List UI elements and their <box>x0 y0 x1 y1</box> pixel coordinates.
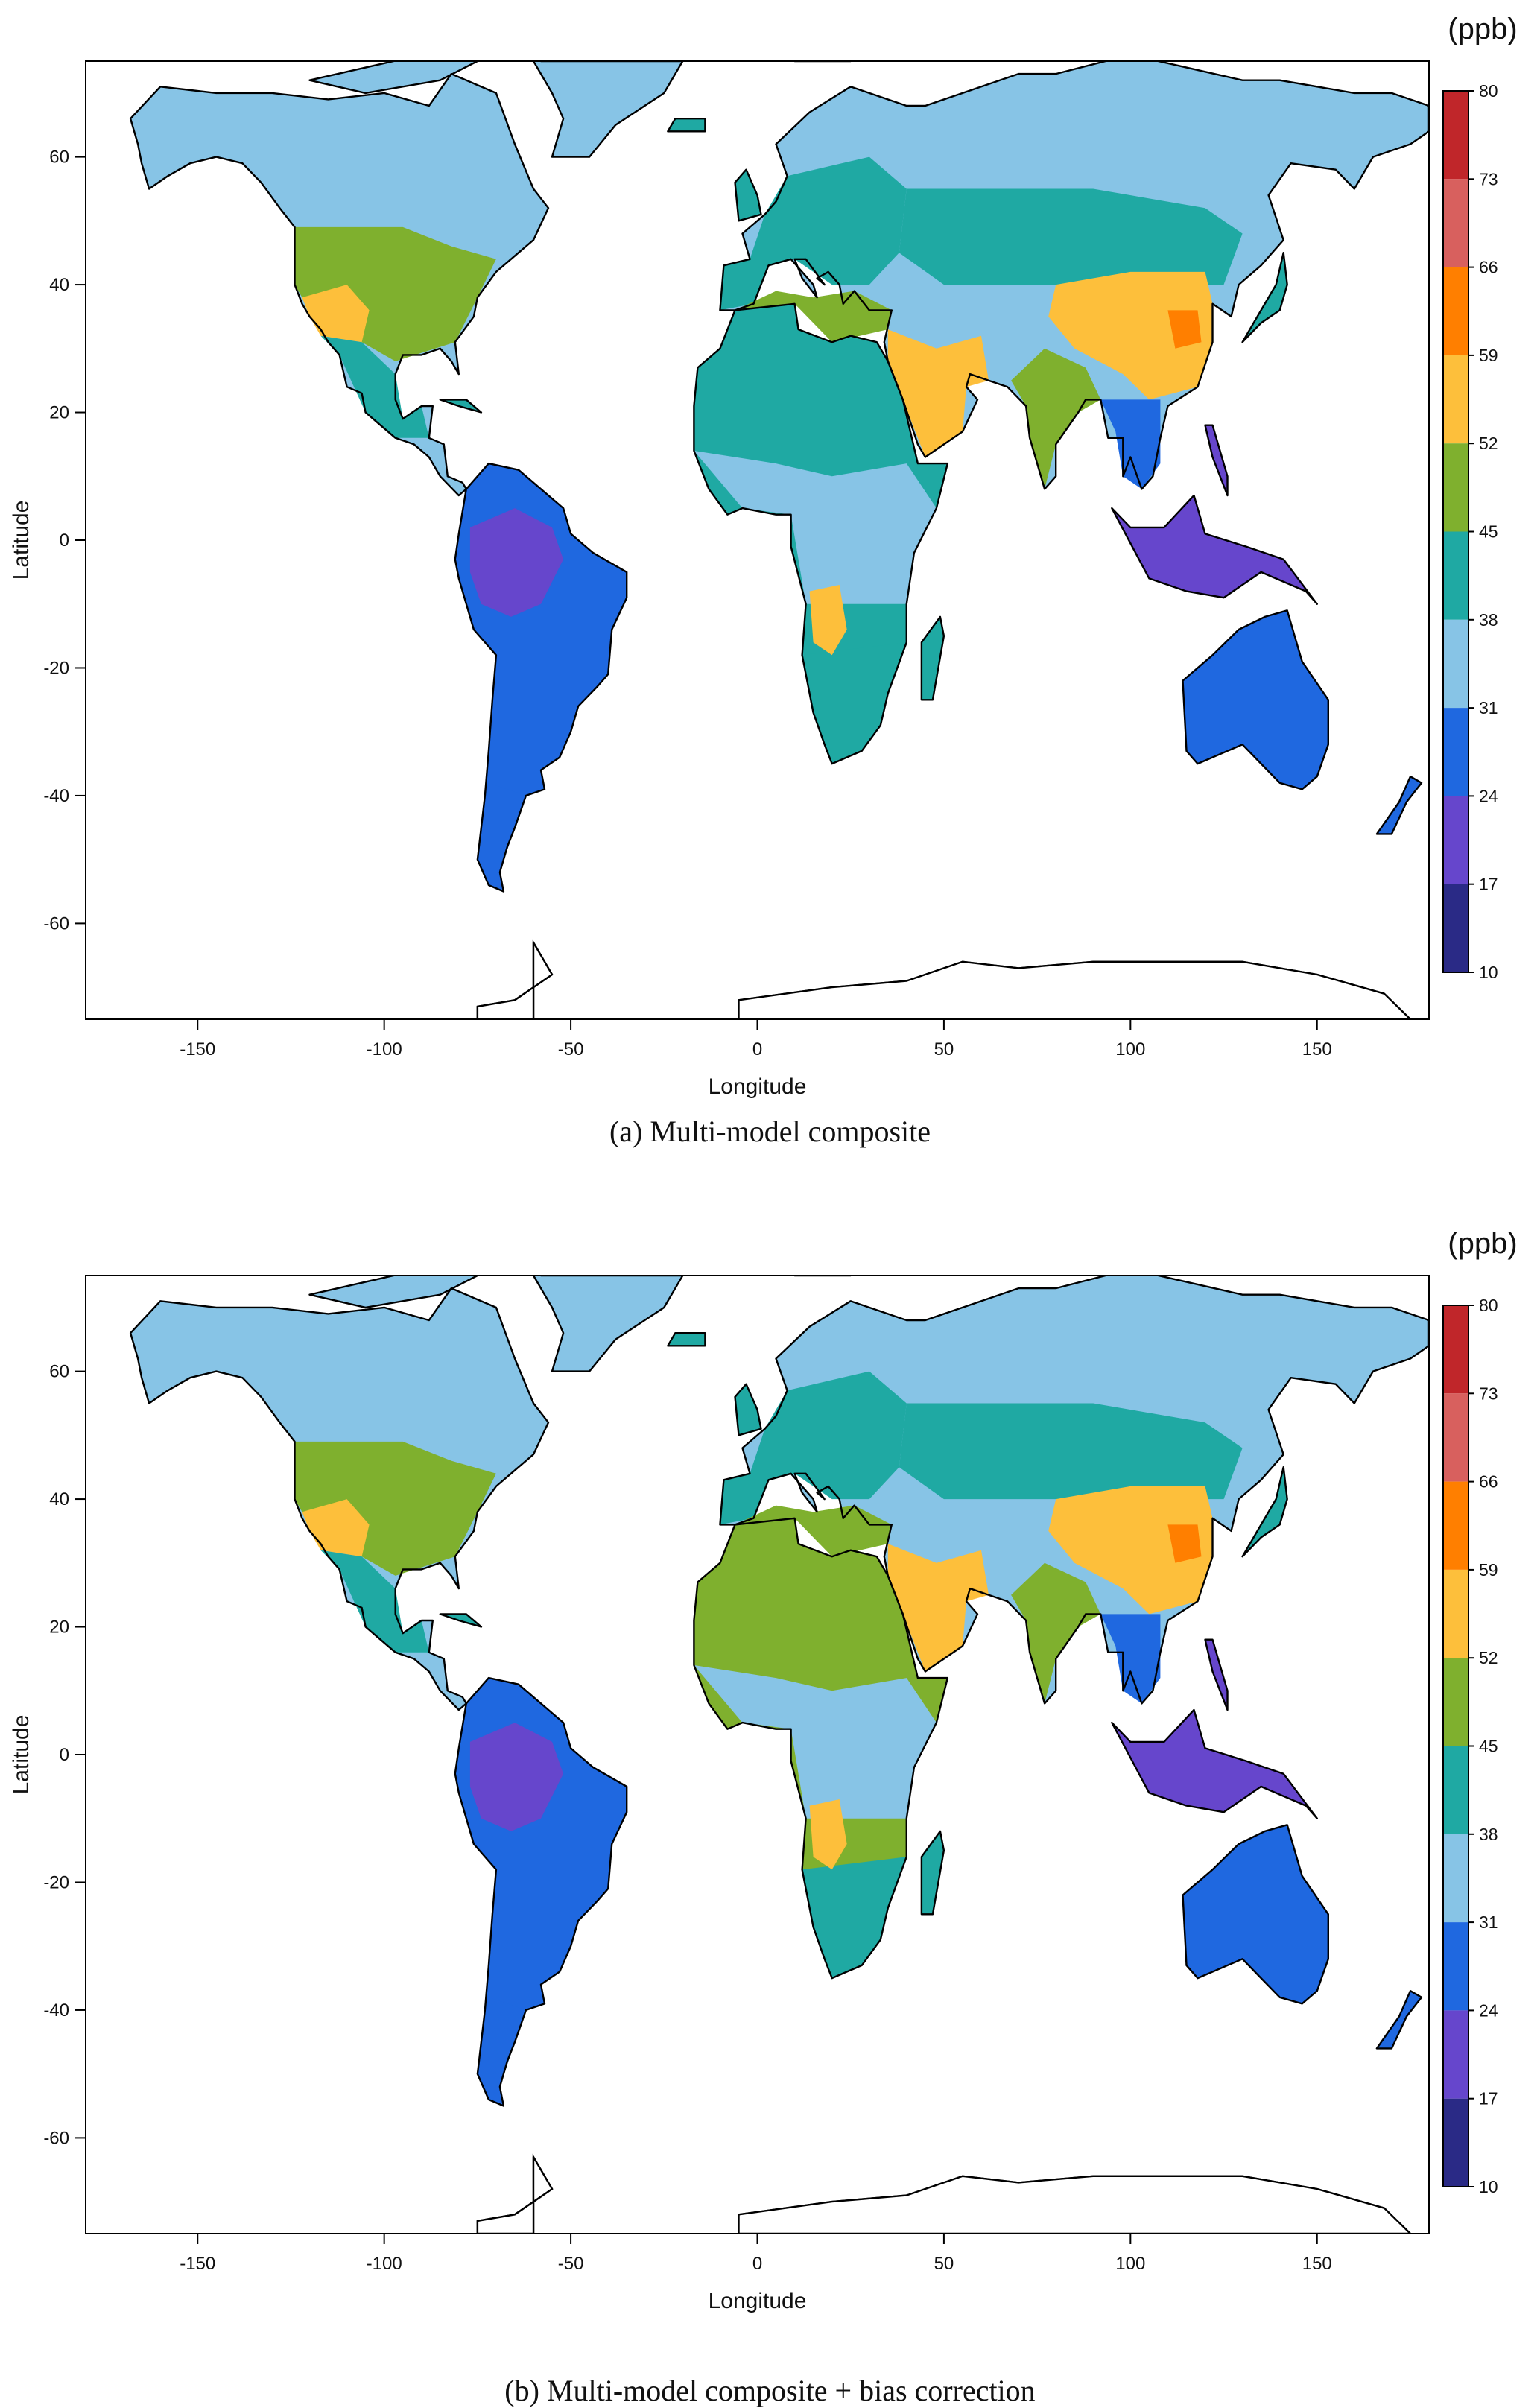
colorbar-tick-label: 31 <box>1479 1913 1498 1932</box>
y-tick-label: 0 <box>60 530 69 551</box>
map-panel-b: -150 -100 -50 0 50 100 150 60 40 20 0 -20 -40 -60 Long… <box>0 1214 1540 2392</box>
colorbar-segment <box>1443 179 1468 267</box>
y-tick-label: 60 <box>49 1362 69 1382</box>
colorbar-tick-label: 38 <box>1479 610 1498 630</box>
colorbar-tick-label: 59 <box>1479 1560 1498 1580</box>
colorbar-segment <box>1443 355 1468 443</box>
x-tick-label: 100 <box>1115 2254 1145 2274</box>
x-tick-label: -50 <box>558 1039 584 1059</box>
colorbar-segment <box>1443 620 1468 708</box>
colorbar-segment <box>1443 708 1468 796</box>
y-tick-label: -60 <box>43 913 69 934</box>
colorbar-segment <box>1443 1393 1468 1481</box>
colorbar-tick-label: 10 <box>1479 963 1498 982</box>
y-tick-label: 20 <box>49 403 69 423</box>
colorbar-unit-label: (ppb) <box>1448 13 1517 45</box>
coastline-svalbard <box>795 42 851 61</box>
y-tick-label: -20 <box>43 658 69 678</box>
y-axis-label: Latitude <box>9 501 34 580</box>
colorbar-segment <box>1443 1570 1468 1658</box>
colorbar-segment <box>1443 2099 1468 2187</box>
colorbar-tick-label: 31 <box>1479 698 1498 717</box>
colorbar-segment <box>1443 796 1468 884</box>
y-tick-label: 20 <box>49 1618 69 1638</box>
colorbar-segment <box>1443 1922 1468 2010</box>
y-tick-label: 40 <box>49 1489 69 1509</box>
colorbar-segment <box>1443 1834 1468 1922</box>
x-tick-label: -50 <box>558 2254 584 2274</box>
colorbar-tick-label: 24 <box>1479 2000 1498 2020</box>
colorbar-tick-label: 66 <box>1479 258 1498 277</box>
panel-caption-a: (a) Multi-model composite <box>0 1114 1540 1149</box>
colorbar-tick-label: 45 <box>1479 1737 1498 1756</box>
coastline-svalbard <box>795 1256 851 1276</box>
colorbar-tick-label: 10 <box>1479 2177 1498 2196</box>
y-tick-label: 40 <box>49 275 69 295</box>
x-tick-label: 0 <box>752 1039 762 1059</box>
y-tick-label: 60 <box>49 148 69 168</box>
colorbar-tick-label: 24 <box>1479 786 1498 805</box>
colorbar-segment <box>1443 1305 1468 1393</box>
y-tick-label: -40 <box>43 786 69 806</box>
colorbar-tick-label: 38 <box>1479 1825 1498 1844</box>
x-axis-label: Longitude <box>709 1074 807 1099</box>
y-tick-label: -40 <box>43 2000 69 2021</box>
y-tick-label: 0 <box>60 1745 69 1765</box>
colorbar-tick-label: 45 <box>1479 522 1498 542</box>
colorbar-tick-label: 17 <box>1479 2089 1498 2108</box>
colorbar-segment <box>1443 1658 1468 1746</box>
colorbar-tick-label: 73 <box>1479 1384 1498 1403</box>
colorbar-segment <box>1443 1482 1468 1570</box>
colorbar-tick-label: 17 <box>1479 875 1498 894</box>
y-axis-label: Latitude <box>9 1715 34 1795</box>
colorbar-unit-label: (ppb) <box>1448 1227 1517 1260</box>
x-axis-label: Longitude <box>709 2289 807 2313</box>
colorbar-segment <box>1443 2010 1468 2098</box>
x-tick-label: -100 <box>367 2254 402 2274</box>
x-tick-label: 50 <box>934 1039 954 1059</box>
map-svg-a: -150 -100 -50 0 50 100 150 60 40 20 0 -20 -40 -60 Long… <box>0 0 1540 1140</box>
map-svg-b: -150 -100 -50 0 50 100 150 60 40 20 0 -20 -40 -60 Long… <box>0 1214 1540 2354</box>
colorbar-segment <box>1443 884 1468 972</box>
colorbar-segment <box>1443 91 1468 179</box>
y-tick-label: -60 <box>43 2128 69 2148</box>
map-panel-a: -150 -100 -50 0 50 100 150 60 40 20 0 -20 -40 -60 Long… <box>0 0 1540 1177</box>
colorbar-tick-label: 66 <box>1479 1472 1498 1492</box>
x-tick-label: 150 <box>1302 2254 1332 2274</box>
colorbar-tick-label: 52 <box>1479 434 1498 453</box>
y-tick-label: -20 <box>43 1872 69 1892</box>
x-tick-label: 150 <box>1302 1039 1332 1059</box>
colorbar-tick-label: 59 <box>1479 346 1498 365</box>
colorbar-tick-label: 80 <box>1479 1296 1498 1315</box>
colorbar-segment <box>1443 532 1468 620</box>
x-tick-label: 100 <box>1115 1039 1145 1059</box>
x-tick-label: 0 <box>752 2254 762 2274</box>
colorbar-segment <box>1443 443 1468 531</box>
colorbar-tick-label: 52 <box>1479 1648 1498 1667</box>
panel-caption-b: (b) Multi-model composite + bias correct… <box>0 2373 1540 2408</box>
x-tick-label: -100 <box>367 1039 402 1059</box>
x-tick-label: 50 <box>934 2254 954 2274</box>
colorbar-tick-label: 80 <box>1479 81 1498 101</box>
colorbar-tick-label: 73 <box>1479 169 1498 188</box>
colorbar-segment <box>1443 1746 1468 1834</box>
colorbar-segment <box>1443 267 1468 355</box>
x-tick-label: -150 <box>180 2254 215 2274</box>
x-tick-label: -150 <box>180 1039 215 1059</box>
